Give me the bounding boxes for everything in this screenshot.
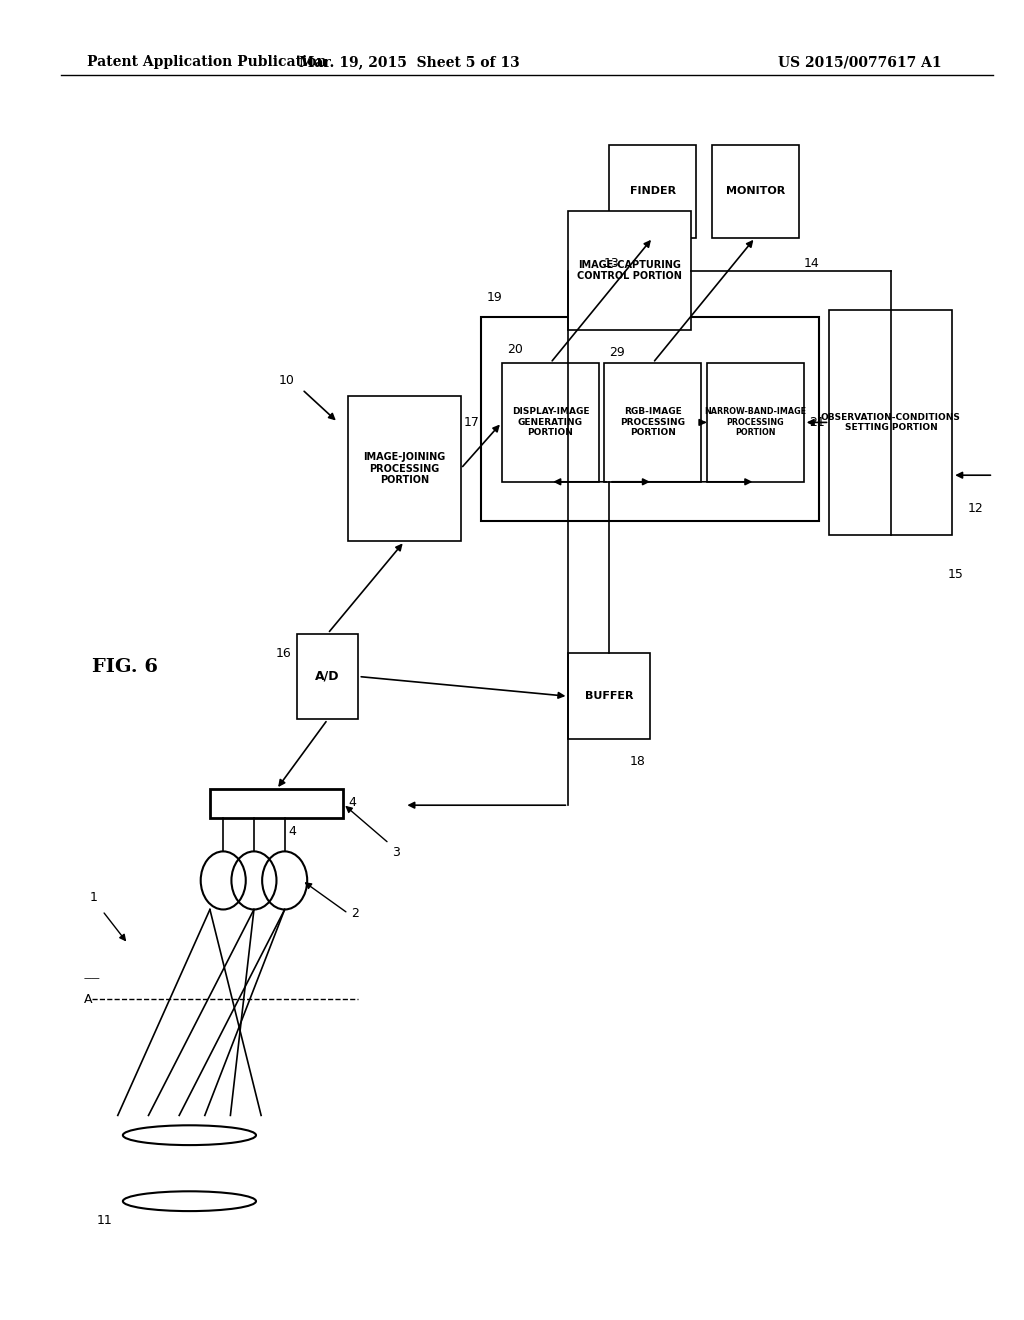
Text: 16: 16 <box>276 647 292 660</box>
Text: FINDER: FINDER <box>630 186 676 197</box>
FancyBboxPatch shape <box>568 653 650 739</box>
FancyBboxPatch shape <box>297 634 358 719</box>
Text: 14: 14 <box>804 257 819 271</box>
FancyBboxPatch shape <box>609 145 696 238</box>
Text: 29: 29 <box>609 346 625 359</box>
Text: 13: 13 <box>604 257 620 271</box>
FancyBboxPatch shape <box>829 310 952 535</box>
FancyBboxPatch shape <box>712 145 799 238</box>
FancyBboxPatch shape <box>210 789 343 818</box>
Text: Patent Application Publication: Patent Application Publication <box>87 55 327 70</box>
Text: 17: 17 <box>464 416 480 429</box>
Text: 15: 15 <box>947 568 964 581</box>
Text: 11: 11 <box>97 1214 113 1228</box>
FancyBboxPatch shape <box>568 211 691 330</box>
Text: FIG. 6: FIG. 6 <box>92 657 158 676</box>
Text: OBSERVATION-CONDITIONS
SETTING PORTION: OBSERVATION-CONDITIONS SETTING PORTION <box>821 413 961 432</box>
Text: 12: 12 <box>968 502 983 515</box>
FancyBboxPatch shape <box>707 363 804 482</box>
Text: US 2015/0077617 A1: US 2015/0077617 A1 <box>778 55 942 70</box>
Text: IMAGE-JOINING
PROCESSING
PORTION: IMAGE-JOINING PROCESSING PORTION <box>364 451 445 486</box>
Text: 21: 21 <box>809 416 824 429</box>
Text: 10: 10 <box>279 374 295 387</box>
Text: ——: —— <box>84 974 100 983</box>
FancyBboxPatch shape <box>604 363 701 482</box>
Text: DISPLAY-IMAGE
GENERATING
PORTION: DISPLAY-IMAGE GENERATING PORTION <box>512 408 589 437</box>
Text: 4: 4 <box>289 825 297 838</box>
Text: A: A <box>84 993 92 1006</box>
Text: MONITOR: MONITOR <box>726 186 784 197</box>
Text: 20: 20 <box>507 343 523 356</box>
Text: 4: 4 <box>348 796 356 809</box>
Text: 2: 2 <box>351 907 359 920</box>
Text: 1: 1 <box>89 891 97 904</box>
Text: Mar. 19, 2015  Sheet 5 of 13: Mar. 19, 2015 Sheet 5 of 13 <box>299 55 520 70</box>
Text: NARROW-BAND-IMAGE
PROCESSING
PORTION: NARROW-BAND-IMAGE PROCESSING PORTION <box>705 408 806 437</box>
FancyBboxPatch shape <box>481 317 819 521</box>
FancyBboxPatch shape <box>348 396 461 541</box>
Text: IMAGE-CAPTURING
CONTROL PORTION: IMAGE-CAPTURING CONTROL PORTION <box>578 260 682 281</box>
Text: 3: 3 <box>392 846 400 859</box>
FancyBboxPatch shape <box>502 363 599 482</box>
Text: RGB-IMAGE
PROCESSING
PORTION: RGB-IMAGE PROCESSING PORTION <box>621 408 685 437</box>
Text: BUFFER: BUFFER <box>585 692 634 701</box>
Text: 18: 18 <box>629 755 645 768</box>
Text: A/D: A/D <box>315 671 340 682</box>
Text: 19: 19 <box>486 290 502 304</box>
